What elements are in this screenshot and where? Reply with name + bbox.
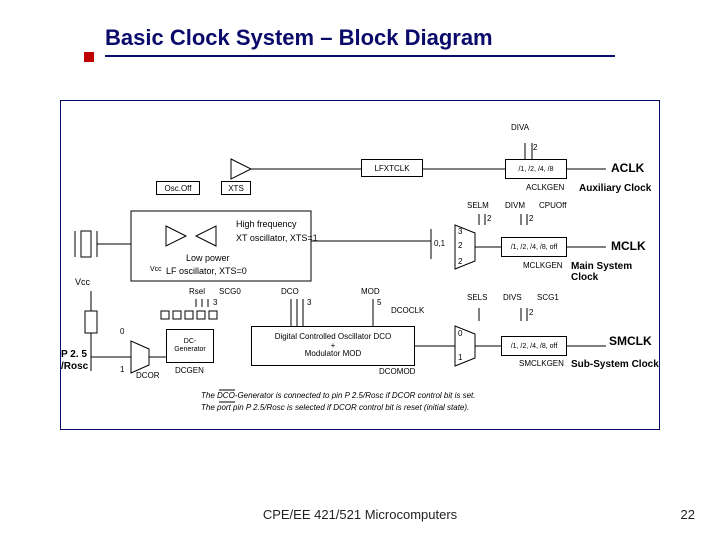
- label-mux1: 1: [458, 353, 462, 362]
- label-sub-clock: Sub-System Clock: [571, 359, 659, 370]
- label-scg0: SCG0: [219, 287, 241, 296]
- label-main-clock: Main System Clock: [571, 261, 659, 283]
- label-dco-bits: 3: [307, 298, 311, 307]
- label-low-power: Low power: [186, 253, 230, 263]
- label-divs: DIVS: [503, 293, 522, 302]
- label-smclkgen: SMCLKGEN: [519, 359, 564, 368]
- label-dcoclk: DCOCLK: [391, 306, 424, 315]
- label-selm-bits: 2: [487, 214, 491, 223]
- label-rsel: Rsel: [189, 287, 205, 296]
- label-aux-clock: Auxiliary Clock: [579, 183, 651, 194]
- box-div-aclk: /1, /2, /4, /8: [505, 159, 567, 179]
- label-rosc: /Rosc: [61, 361, 88, 372]
- label-aclkgen: ACLKGEN: [526, 183, 564, 192]
- label-dcgen-bot: Generator: [174, 346, 206, 354]
- box-oscoff: Osc.Off: [156, 181, 200, 195]
- label-dcgen-top: DC-: [184, 338, 196, 346]
- label-dco-box-c: Modulator MOD: [305, 350, 361, 359]
- label-sw0: 0: [120, 327, 124, 336]
- label-diva: DIVA: [511, 123, 529, 132]
- note-2: The port pin P 2.5/Rosc is selected if D…: [201, 403, 469, 412]
- label-diva-bits: 2: [533, 143, 537, 152]
- label-mux2-a: 2: [458, 241, 462, 250]
- slide: Basic Clock System – Block Diagram: [0, 0, 720, 540]
- label-cpuoff: CPUOff: [539, 201, 566, 210]
- label-mux0: 0: [458, 329, 462, 338]
- label-dcor: DCOR: [136, 371, 160, 380]
- label-dcomod: DCOMOD: [379, 367, 415, 376]
- label-high-freq: High frequency: [236, 219, 297, 229]
- label-mux01: 0,1: [434, 239, 445, 248]
- label-p25: P 2. 5: [61, 349, 87, 360]
- label-dco: DCO: [281, 287, 299, 296]
- label-divm-bits: 2: [529, 214, 533, 223]
- label-vcc: Vcc: [75, 277, 90, 287]
- label-divm: DIVM: [505, 201, 525, 210]
- label-dcgen2: DCGEN: [175, 366, 204, 375]
- label-selm: SELM: [467, 201, 489, 210]
- label-divs-bits: 2: [529, 308, 533, 317]
- label-mux2-b: 2: [458, 257, 462, 266]
- box-lfxtclk: LFXTCLK: [361, 159, 423, 177]
- title-underline: [105, 55, 615, 57]
- box-dcgen: DC- Generator: [166, 329, 214, 363]
- diagram-frame: DIVA 2 LFXTCLK /1, /2, /4, /8 ACLK ACLKG…: [60, 100, 660, 430]
- label-mod: MOD: [361, 287, 380, 296]
- label-scg1: SCG1: [537, 293, 559, 302]
- label-rsel-bits: 3: [213, 298, 217, 307]
- signal-aclk: ACLK: [611, 161, 644, 175]
- label-mux3: 3: [458, 227, 462, 236]
- page-number: 22: [681, 507, 695, 522]
- label-mod-bits: 5: [377, 298, 381, 307]
- label-lfosc0: LF oscillator, XTS=0: [166, 266, 247, 276]
- slide-title: Basic Clock System – Block Diagram: [105, 25, 493, 51]
- note-1: The DCO-Generator is connected to pin P …: [201, 391, 475, 400]
- label-xtosc1: XT oscillator, XTS=1: [236, 233, 318, 243]
- label-sw1: 1: [120, 365, 124, 374]
- title-bullet-icon: [84, 52, 94, 62]
- label-mclkgen: MCLKGEN: [523, 261, 563, 270]
- box-div-smclk: /1, /2, /4, /8, off: [501, 336, 567, 356]
- label-vcc-small: Vcc: [150, 266, 162, 273]
- box-div-mclk: /1, /2, /4, /8, off: [501, 237, 567, 257]
- signal-mclk: MCLK: [611, 239, 646, 253]
- signal-smclk: SMCLK: [609, 334, 652, 348]
- label-sels: SELS: [467, 293, 487, 302]
- slide-footer: CPE/EE 421/521 Microcomputers: [0, 507, 720, 522]
- box-xts: XTS: [221, 181, 251, 195]
- box-dco-mod: Digital Controlled Oscillator DCO + Modu…: [251, 326, 415, 366]
